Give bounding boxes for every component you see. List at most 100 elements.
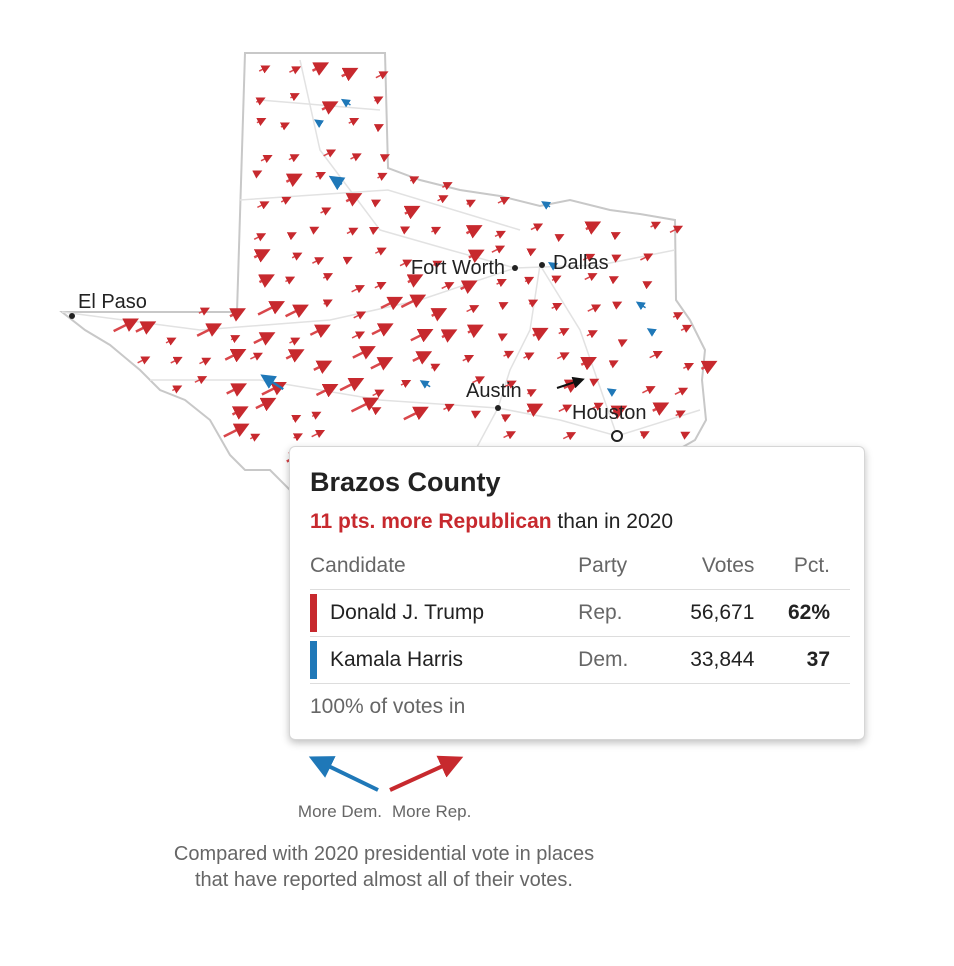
shift-arrow bbox=[526, 389, 537, 398]
shift-arrow bbox=[322, 299, 333, 308]
shift-arrow bbox=[339, 377, 365, 392]
shift-arrow bbox=[258, 274, 275, 288]
percent: 62% bbox=[754, 589, 850, 637]
shift-arrow bbox=[224, 348, 247, 363]
shift-text: 11 pts. more Republican bbox=[310, 510, 552, 533]
shift-arrow bbox=[403, 406, 429, 421]
shift-arrow bbox=[291, 252, 303, 261]
shift-arrow bbox=[652, 402, 670, 416]
shift-arrow bbox=[399, 259, 413, 268]
shift-arrow bbox=[674, 387, 689, 396]
shift-arrow bbox=[285, 276, 296, 285]
shift-arrow bbox=[531, 327, 549, 342]
votes: 56,671 bbox=[655, 589, 755, 637]
shift-arrow bbox=[562, 432, 577, 441]
shift-arrow bbox=[284, 304, 309, 318]
shift-arrow bbox=[642, 386, 656, 395]
caption: Compared with 2020 presidential vote in … bbox=[174, 843, 594, 865]
shift-arrow bbox=[608, 276, 619, 285]
shift-arrow bbox=[441, 282, 455, 291]
shift-arrow bbox=[503, 431, 517, 440]
shift-arrow bbox=[322, 273, 334, 282]
shift-arrow bbox=[524, 276, 535, 285]
candidate: Donald J. Trump bbox=[310, 589, 579, 637]
shift-arrow bbox=[171, 385, 183, 394]
shift-arrow bbox=[462, 354, 475, 364]
shift-arrow bbox=[223, 423, 250, 438]
shift-arrow bbox=[352, 346, 376, 360]
shift-arrow bbox=[406, 274, 424, 288]
shift-arrow bbox=[466, 305, 480, 314]
shift-arrow bbox=[257, 201, 270, 210]
shift-arrow bbox=[700, 360, 718, 375]
shift-arrow bbox=[649, 351, 663, 360]
votes: 33,844 bbox=[655, 636, 755, 684]
shift-arrow bbox=[312, 257, 325, 266]
shift-arrow bbox=[430, 308, 448, 322]
shift-arrow bbox=[551, 275, 562, 284]
shift-arrow bbox=[289, 66, 302, 75]
column-header: Candidate bbox=[310, 544, 579, 590]
caption: that have reported almost all of their v… bbox=[195, 869, 573, 891]
shift-arrow bbox=[256, 118, 267, 127]
tooltip-footer: 100% of votes in bbox=[310, 695, 466, 718]
shift-arrow bbox=[351, 331, 366, 340]
shift-arrow bbox=[345, 193, 363, 207]
shift-arrow bbox=[503, 380, 517, 389]
shift-suffix: than in 2020 bbox=[557, 510, 674, 533]
city-label: Houston bbox=[572, 402, 647, 424]
shift-arrow bbox=[410, 328, 434, 343]
city-label: El Paso bbox=[78, 291, 147, 313]
shift-arrow bbox=[400, 294, 427, 309]
shift-arrow bbox=[380, 296, 404, 311]
shift-arrow bbox=[285, 349, 305, 363]
shift-arrow bbox=[257, 301, 285, 316]
shift-arrow bbox=[321, 101, 339, 115]
shift-arrow bbox=[350, 397, 380, 413]
shift-arrow bbox=[279, 122, 290, 131]
shift-arrow bbox=[650, 221, 662, 230]
shift-arrow bbox=[226, 383, 247, 397]
shift-arrow bbox=[311, 429, 326, 439]
shift-arrow bbox=[675, 410, 686, 419]
shift-arrow bbox=[640, 253, 654, 262]
shift-arrow bbox=[497, 333, 508, 342]
shift-arrow bbox=[249, 433, 261, 442]
shift-arrow bbox=[328, 175, 346, 191]
shift-arrow bbox=[496, 279, 507, 288]
shift-arrow bbox=[584, 273, 598, 282]
shift-arrow bbox=[170, 356, 183, 365]
shift-arrow bbox=[250, 352, 263, 361]
shift-arrow bbox=[465, 225, 483, 239]
shift-arrow bbox=[611, 254, 622, 263]
shift-arrow bbox=[672, 312, 684, 321]
shift-arrow bbox=[137, 356, 151, 365]
shift-arrow bbox=[589, 378, 600, 387]
shift-arrow bbox=[558, 404, 573, 413]
shift-arrow bbox=[498, 302, 509, 311]
shift-arrow bbox=[320, 207, 332, 216]
shift-arrow bbox=[379, 154, 390, 163]
shift-arrow bbox=[198, 307, 210, 316]
shift-arrow bbox=[280, 196, 292, 205]
tooltip-subtitle: 11 pts. more Republican than in 2020 bbox=[310, 510, 848, 534]
shift-arrow bbox=[194, 376, 208, 385]
shift-arrow bbox=[373, 124, 384, 133]
shift-arrow bbox=[526, 248, 537, 257]
shift-arrow bbox=[556, 352, 570, 361]
results-table: Candidate Party Votes Pct. Donald J. Tru… bbox=[310, 544, 850, 684]
shift-arrow bbox=[369, 227, 380, 236]
shift-arrow bbox=[371, 407, 382, 416]
shift-arrow bbox=[558, 328, 570, 337]
shift-arrow bbox=[351, 285, 365, 294]
shift-arrow bbox=[419, 380, 431, 389]
shift-arrow bbox=[260, 374, 284, 391]
shift-arrow bbox=[375, 71, 389, 80]
shift-arrow bbox=[229, 308, 246, 322]
shift-arrow bbox=[113, 318, 139, 333]
shift-arrow bbox=[680, 324, 693, 333]
shift-arrow bbox=[646, 328, 657, 337]
shift-arrow bbox=[503, 350, 515, 359]
shift-arrow bbox=[400, 226, 411, 235]
